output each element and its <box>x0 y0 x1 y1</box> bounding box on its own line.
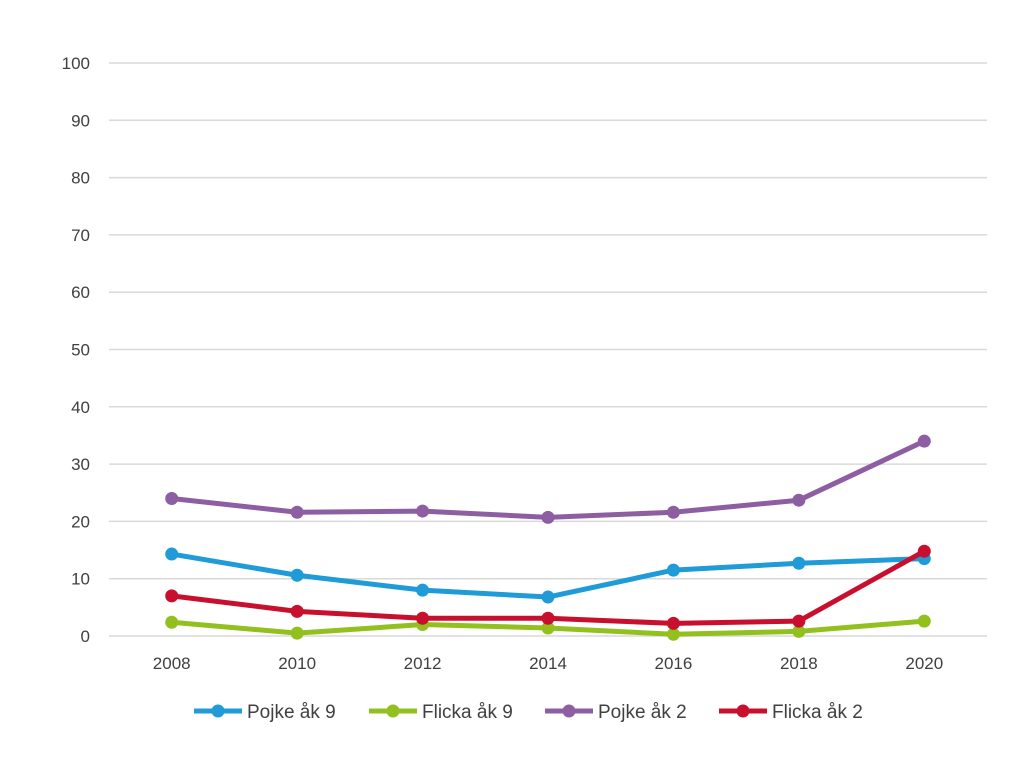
data-point <box>290 604 304 618</box>
legend-label: Flicka åk 9 <box>422 702 513 723</box>
x-axis-tick-labels: 2008 2010 2012 2014 2016 2018 2020 <box>153 654 943 673</box>
legend-marker <box>562 704 576 718</box>
legend-marker <box>386 704 400 718</box>
data-point <box>917 614 931 628</box>
data-point <box>541 611 555 625</box>
x-tick-label: 2018 <box>780 654 818 673</box>
x-tick-label: 2016 <box>655 654 693 673</box>
y-tick-label: 40 <box>71 398 90 417</box>
data-point <box>666 505 680 519</box>
x-tick-label: 2008 <box>153 654 191 673</box>
legend-item: Flicka åk 2 <box>719 702 863 723</box>
x-tick-label: 2020 <box>905 654 943 673</box>
data-point <box>541 590 555 604</box>
series-3 <box>165 434 931 524</box>
x-tick-label: 2010 <box>278 654 316 673</box>
y-axis-tick-labels: 0 10 20 30 40 50 60 70 80 90 100 <box>62 54 90 646</box>
x-tick-label: 2012 <box>404 654 442 673</box>
legend-label: Flicka åk 2 <box>772 702 863 723</box>
legend-label: Pojke åk 9 <box>247 702 336 723</box>
data-point <box>290 568 304 582</box>
data-point <box>290 505 304 519</box>
x-tick-label: 2014 <box>529 654 567 673</box>
data-point <box>165 589 179 603</box>
data-point <box>165 615 179 629</box>
legend: Pojke åk 9 Flicka åk 9 Pojke åk 2 Flicka åk… <box>194 702 863 723</box>
data-point <box>541 621 555 635</box>
gridlines <box>109 62 987 637</box>
series-2 <box>165 614 931 641</box>
y-tick-label: 90 <box>71 111 90 130</box>
data-point <box>165 547 179 561</box>
legend-label: Pojke åk 2 <box>598 702 687 723</box>
y-tick-label: 50 <box>71 341 90 360</box>
data-point <box>792 624 806 638</box>
data-point <box>666 563 680 577</box>
data-point <box>290 626 304 640</box>
data-point <box>792 493 806 507</box>
y-tick-label: 80 <box>71 169 90 188</box>
legend-item: Flicka åk 9 <box>369 702 513 723</box>
legend-item: Pojke åk 9 <box>194 702 336 723</box>
data-point <box>541 510 555 524</box>
series-layer <box>165 434 931 641</box>
legend-marker <box>736 704 750 718</box>
data-point <box>666 627 680 641</box>
data-point <box>666 616 680 630</box>
data-point <box>416 504 430 518</box>
data-point <box>416 611 430 625</box>
y-tick-label: 20 <box>71 512 90 531</box>
data-point <box>165 491 179 505</box>
series-1 <box>165 547 931 604</box>
y-tick-label: 30 <box>71 455 90 474</box>
data-point <box>917 544 931 558</box>
y-tick-label: 100 <box>62 54 90 73</box>
legend-marker <box>211 704 225 718</box>
data-point <box>792 556 806 570</box>
y-tick-label: 10 <box>71 570 90 589</box>
data-point <box>792 614 806 628</box>
y-tick-label: 70 <box>71 226 90 245</box>
data-point <box>917 434 931 448</box>
series-4 <box>165 544 931 630</box>
data-point <box>416 583 430 597</box>
series-line <box>169 438 927 520</box>
y-tick-label: 60 <box>71 283 90 302</box>
y-tick-label: 0 <box>81 627 90 646</box>
legend-item: Pojke åk 2 <box>545 702 687 723</box>
